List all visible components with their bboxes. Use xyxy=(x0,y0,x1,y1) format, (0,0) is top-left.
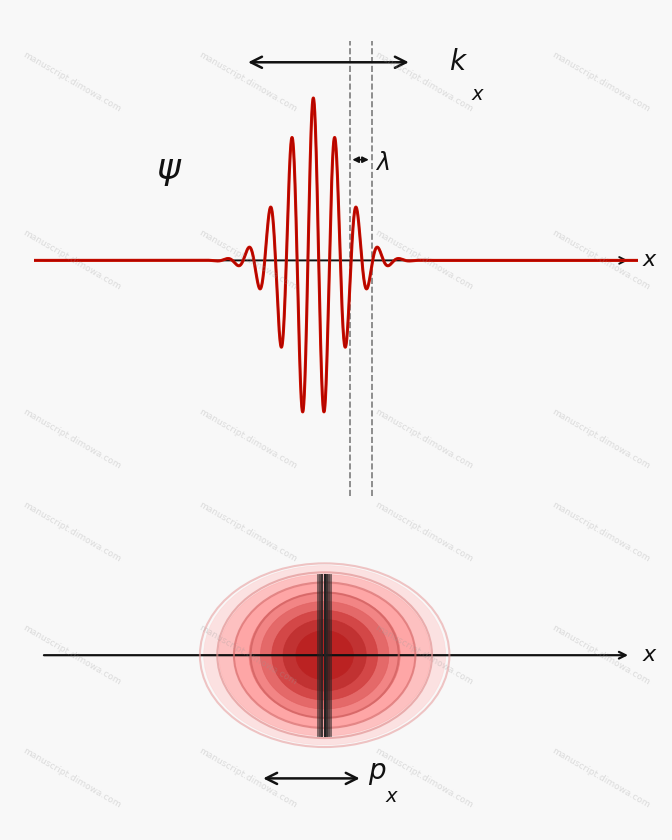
Text: $p$: $p$ xyxy=(368,759,386,787)
Text: manuscript.dimowa.com: manuscript.dimowa.com xyxy=(21,50,122,113)
Text: $x$: $x$ xyxy=(385,787,399,806)
Text: $x$: $x$ xyxy=(642,250,658,270)
Ellipse shape xyxy=(283,619,366,691)
Ellipse shape xyxy=(219,575,431,736)
Text: manuscript.dimowa.com: manuscript.dimowa.com xyxy=(197,50,298,113)
Text: manuscript.dimowa.com: manuscript.dimowa.com xyxy=(550,623,651,687)
Text: $\lambda$: $\lambda$ xyxy=(376,151,390,175)
Text: manuscript.dimowa.com: manuscript.dimowa.com xyxy=(197,747,298,811)
Ellipse shape xyxy=(234,584,415,727)
Text: $x$: $x$ xyxy=(642,645,658,665)
Text: manuscript.dimowa.com: manuscript.dimowa.com xyxy=(374,50,475,113)
Text: manuscript.dimowa.com: manuscript.dimowa.com xyxy=(197,228,298,292)
Text: manuscript.dimowa.com: manuscript.dimowa.com xyxy=(197,407,298,471)
Text: $x$: $x$ xyxy=(470,85,485,104)
Text: manuscript.dimowa.com: manuscript.dimowa.com xyxy=(374,747,475,811)
Text: manuscript.dimowa.com: manuscript.dimowa.com xyxy=(197,500,298,564)
Text: manuscript.dimowa.com: manuscript.dimowa.com xyxy=(21,747,122,811)
Text: manuscript.dimowa.com: manuscript.dimowa.com xyxy=(550,228,651,292)
Text: manuscript.dimowa.com: manuscript.dimowa.com xyxy=(550,50,651,113)
Text: manuscript.dimowa.com: manuscript.dimowa.com xyxy=(21,228,122,292)
Ellipse shape xyxy=(271,611,378,700)
Text: manuscript.dimowa.com: manuscript.dimowa.com xyxy=(550,747,651,811)
Text: manuscript.dimowa.com: manuscript.dimowa.com xyxy=(374,623,475,687)
Text: manuscript.dimowa.com: manuscript.dimowa.com xyxy=(374,407,475,471)
Text: manuscript.dimowa.com: manuscript.dimowa.com xyxy=(21,500,122,564)
Ellipse shape xyxy=(249,592,401,718)
Text: manuscript.dimowa.com: manuscript.dimowa.com xyxy=(550,500,651,564)
Text: manuscript.dimowa.com: manuscript.dimowa.com xyxy=(374,228,475,292)
Text: $\psi$: $\psi$ xyxy=(157,154,183,188)
Ellipse shape xyxy=(261,601,389,709)
Text: manuscript.dimowa.com: manuscript.dimowa.com xyxy=(21,407,122,471)
Text: manuscript.dimowa.com: manuscript.dimowa.com xyxy=(374,500,475,564)
Text: manuscript.dimowa.com: manuscript.dimowa.com xyxy=(197,623,298,687)
Ellipse shape xyxy=(296,631,353,680)
Ellipse shape xyxy=(204,565,446,745)
Text: $k$: $k$ xyxy=(450,48,468,76)
Text: manuscript.dimowa.com: manuscript.dimowa.com xyxy=(21,623,122,687)
Text: manuscript.dimowa.com: manuscript.dimowa.com xyxy=(550,407,651,471)
